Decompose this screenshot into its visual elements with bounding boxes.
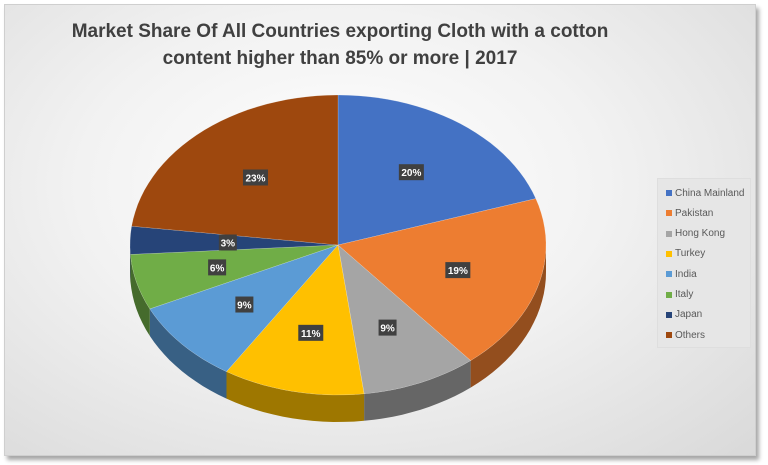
data-label-box — [398, 164, 424, 181]
data-label: 6% — [208, 259, 227, 276]
data-label-box — [445, 262, 471, 279]
legend-swatch — [666, 332, 672, 339]
legend-label: China Mainland — [675, 187, 745, 199]
legend-label: India — [675, 268, 697, 280]
data-label-box — [235, 296, 254, 313]
legend-label: Japan — [675, 309, 703, 321]
legend-label: Turkey — [675, 248, 706, 260]
legend-item-pakistan[interactable]: Pakistan — [666, 206, 713, 220]
data-label-box — [242, 169, 268, 186]
data-label-text: 11% — [301, 329, 321, 340]
legend-item-turkey[interactable]: Turkey — [666, 247, 705, 261]
legend-swatch — [666, 311, 672, 318]
pie-slice-hong-kong[interactable] — [337, 244, 472, 395]
data-label-text: 20% — [401, 168, 421, 179]
data-label-text: 3% — [221, 239, 236, 250]
legend-item-italy[interactable]: Italy — [666, 288, 693, 302]
pie-side-1 — [470, 245, 546, 388]
legend-item-hong-kong[interactable]: Hong Kong — [666, 227, 725, 241]
chart-title-line-1: Market Share Of All Countries exporting … — [71, 21, 609, 42]
legend-label: Others — [675, 329, 706, 341]
pie-side-2 — [364, 360, 471, 421]
data-label-text: 23% — [245, 173, 265, 184]
legend-item-india[interactable]: India — [666, 267, 697, 281]
data-label: 20% — [398, 164, 424, 181]
chart-title: Market Share Of All Countries exporting … — [60, 18, 620, 72]
pie-side-3 — [226, 371, 365, 422]
pie-slice-turkey[interactable] — [226, 244, 365, 396]
data-label: 19% — [445, 262, 471, 279]
data-label: 11% — [298, 324, 324, 341]
legend-label: Pakistan — [675, 207, 714, 219]
legend-swatch — [666, 250, 672, 257]
data-label-box — [218, 234, 237, 251]
pie-side-walls — [130, 245, 546, 422]
pie-slice-italy[interactable] — [130, 244, 339, 310]
data-label-text: 9% — [237, 301, 252, 312]
pie-slice-pakistan[interactable] — [337, 198, 547, 361]
data-label-text: 6% — [210, 263, 225, 274]
legend-label: Italy — [675, 289, 694, 300]
legend-swatch — [666, 210, 672, 217]
legend-swatch — [666, 271, 672, 278]
chart-title-line-2: content higher than 85% or more | 2017 — [162, 48, 518, 69]
pie-slice-others[interactable] — [131, 94, 339, 246]
legend-label: Hong Kong — [675, 228, 726, 240]
data-label: 3% — [218, 234, 237, 251]
data-label-text: 19% — [448, 266, 468, 277]
pie-side-4 — [149, 308, 227, 399]
legend-item-japan[interactable]: Japan — [666, 308, 702, 322]
legend: China Mainland Pakistan Hong Kong Turkey Ind… — [657, 178, 751, 348]
pie-side-5 — [130, 254, 150, 336]
data-label: 9% — [378, 319, 397, 336]
data-label-text: 9% — [380, 324, 395, 335]
legend-item-china-mainland[interactable]: China Mainland — [666, 186, 745, 200]
legend-swatch — [666, 230, 672, 237]
pie-slice-china-mainland[interactable] — [337, 94, 537, 246]
legend-item-others[interactable]: Others — [666, 328, 705, 342]
legend-swatch — [666, 291, 672, 298]
data-label-box — [378, 319, 397, 336]
data-label: 9% — [235, 296, 254, 313]
legend-swatch — [666, 190, 672, 196]
data-label: 23% — [242, 169, 268, 186]
data-label-box — [298, 324, 324, 341]
data-label-box — [208, 259, 227, 276]
